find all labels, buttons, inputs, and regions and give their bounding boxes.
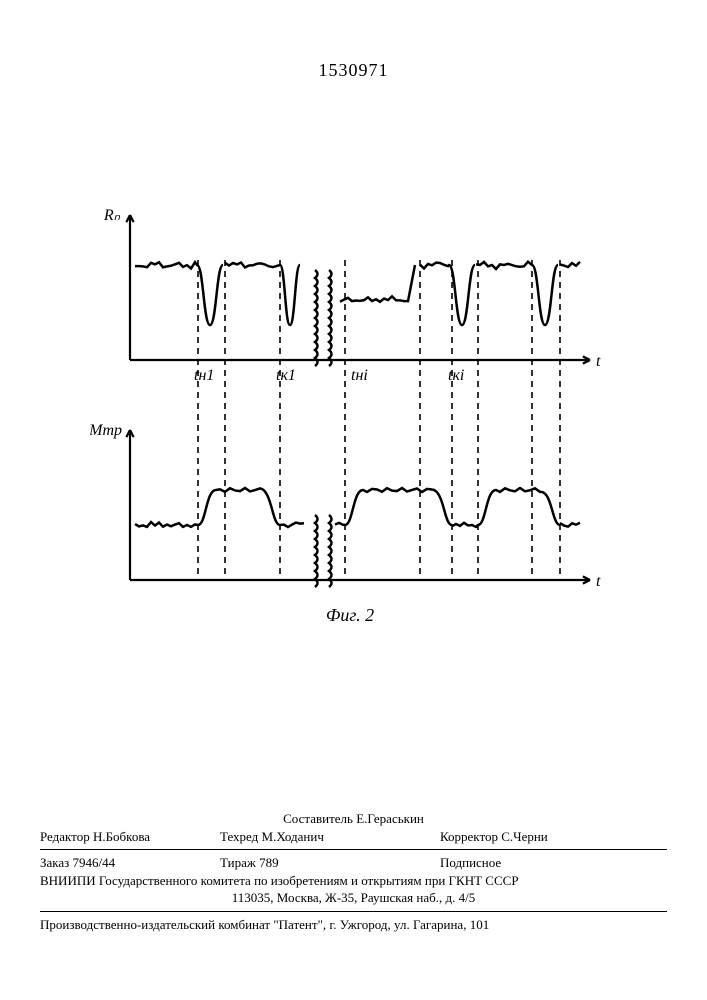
address-2: Производственно-издательский комбинат "П… xyxy=(40,916,667,934)
svg-text:t: t xyxy=(596,573,601,590)
order-row: Заказ 7946/44 Тираж 789 Подписное xyxy=(40,854,667,872)
figure-caption: Фиг. 2 xyxy=(326,605,374,626)
footer-block: Составитель Е.Гераськин Редактор Н.Бобко… xyxy=(40,810,667,933)
podpisnoe: Подписное xyxy=(440,854,667,872)
svg-text:tк1: tк1 xyxy=(276,367,296,384)
svg-text:tн1: tн1 xyxy=(194,367,214,384)
svg-text:t: t xyxy=(596,353,601,370)
separator-2 xyxy=(40,911,667,912)
tehred: Техред М.Ходанич xyxy=(220,828,440,846)
figure-svg: Rₙ t tн1 tк1 tнi tкi Mтр t xyxy=(90,205,610,625)
patent-page: 1530971 Rₙ t tн1 tк1 tнi tкi Mтр t Фиг. 2 Соста… xyxy=(0,0,707,1000)
svg-text:tнi: tнi xyxy=(351,367,368,384)
svg-text:tкi: tкi xyxy=(448,367,464,384)
redaktor: Редактор Н.Бобкова xyxy=(40,828,220,846)
institution: ВНИИПИ Государственного комитета по изоб… xyxy=(40,872,667,890)
separator-1 xyxy=(40,849,667,850)
credits-row: Редактор Н.Бобкова Техред М.Ходанич Корр… xyxy=(40,828,667,846)
sostavitel-line: Составитель Е.Гераськин xyxy=(40,810,667,828)
tirazh: Тираж 789 xyxy=(220,854,440,872)
order: Заказ 7946/44 xyxy=(40,854,220,872)
svg-text:Mтр: Mтр xyxy=(90,422,122,439)
page-number: 1530971 xyxy=(0,0,707,81)
svg-text:Rₙ: Rₙ xyxy=(103,207,121,224)
figure-2: Rₙ t tн1 tк1 tнi tкi Mтр t Фиг. 2 xyxy=(90,205,610,625)
address-1: 113035, Москва, Ж-35, Раушская наб., д. … xyxy=(40,889,667,907)
korrektor: Корректор С.Черни xyxy=(440,828,667,846)
